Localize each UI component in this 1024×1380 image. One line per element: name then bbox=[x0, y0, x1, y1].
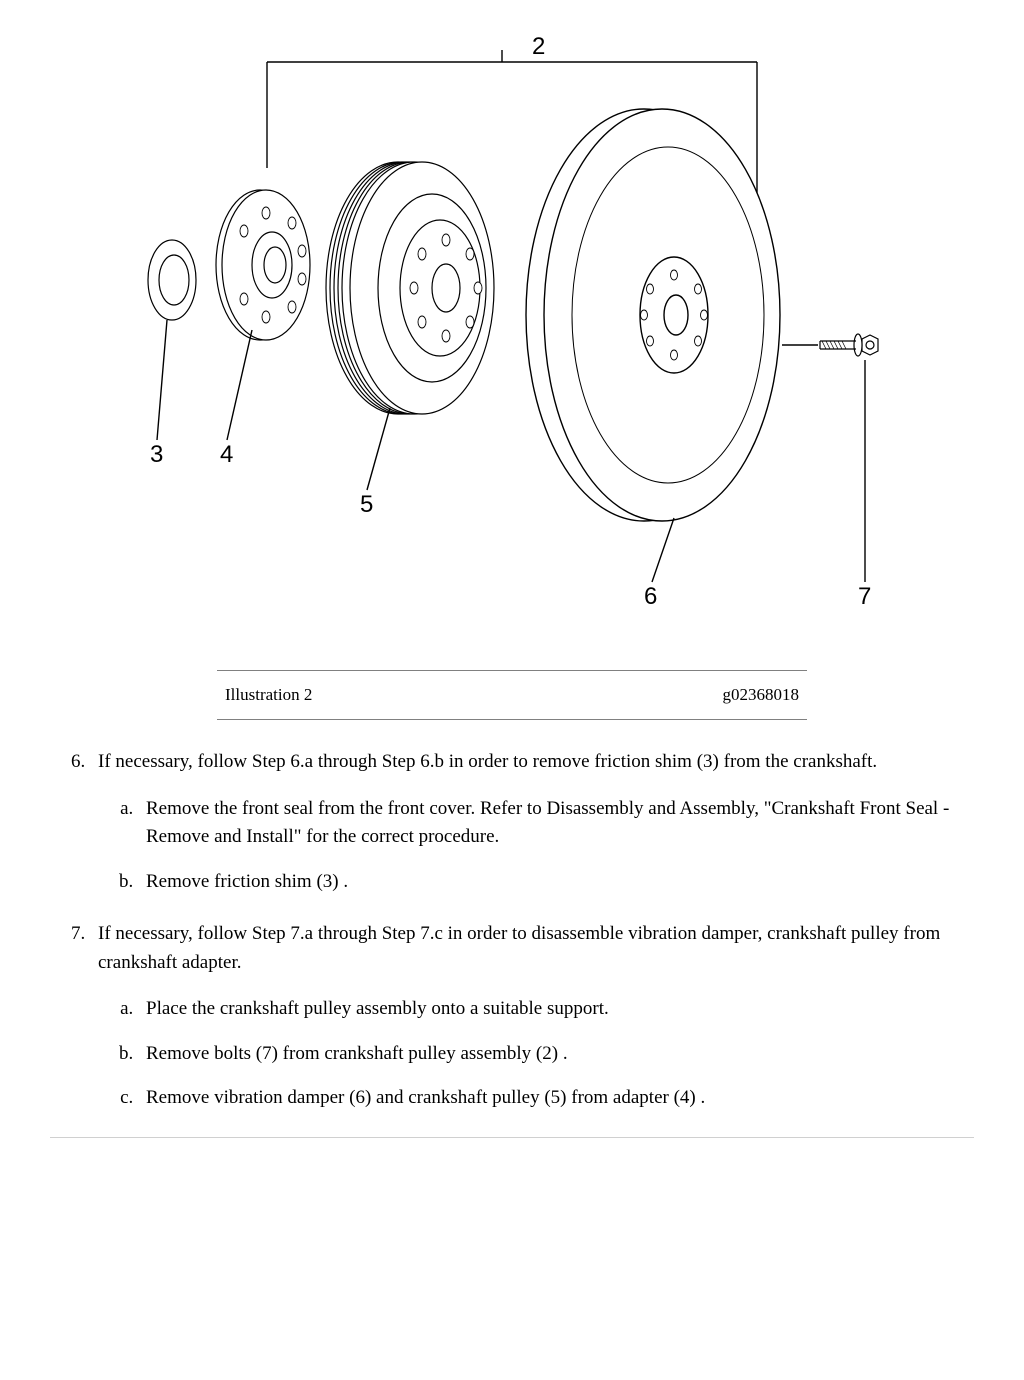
callout-3: 3 bbox=[150, 441, 163, 468]
step-7: If necessary, follow Step 7.a through St… bbox=[90, 920, 974, 1113]
caption-right: g02368018 bbox=[723, 685, 800, 705]
callout-5: 5 bbox=[360, 491, 373, 518]
callout-2: 2 bbox=[532, 33, 545, 60]
exploded-diagram: 2 3 bbox=[50, 30, 974, 670]
callout-4: 4 bbox=[220, 441, 233, 468]
step-text: If necessary, follow Step 7.a through St… bbox=[98, 923, 940, 973]
diagram-svg: 2 3 bbox=[122, 30, 902, 650]
sub-steps: Remove the front seal from the front cov… bbox=[98, 795, 974, 897]
sub-step-a: Place the crankshaft pulley assembly ont… bbox=[138, 995, 974, 1024]
sub-step-b: Remove bolts (7) from crankshaft pulley … bbox=[138, 1040, 974, 1069]
sub-step-b: Remove friction shim (3) . bbox=[138, 868, 974, 897]
procedure-list: If necessary, follow Step 6.a through St… bbox=[50, 748, 974, 1113]
sub-steps: Place the crankshaft pulley assembly ont… bbox=[98, 995, 974, 1113]
callout-6: 6 bbox=[644, 583, 657, 610]
callout-7: 7 bbox=[858, 583, 871, 610]
caption-left: Illustration 2 bbox=[225, 685, 312, 705]
sub-step-a: Remove the front seal from the front cov… bbox=[138, 795, 974, 852]
illustration-caption: Illustration 2 g02368018 bbox=[217, 670, 807, 720]
section-divider bbox=[50, 1137, 974, 1138]
step-6: If necessary, follow Step 6.a through St… bbox=[90, 748, 974, 896]
sub-step-c: Remove vibration damper (6) and cranksha… bbox=[138, 1084, 974, 1113]
step-text: If necessary, follow Step 6.a through St… bbox=[98, 751, 877, 772]
